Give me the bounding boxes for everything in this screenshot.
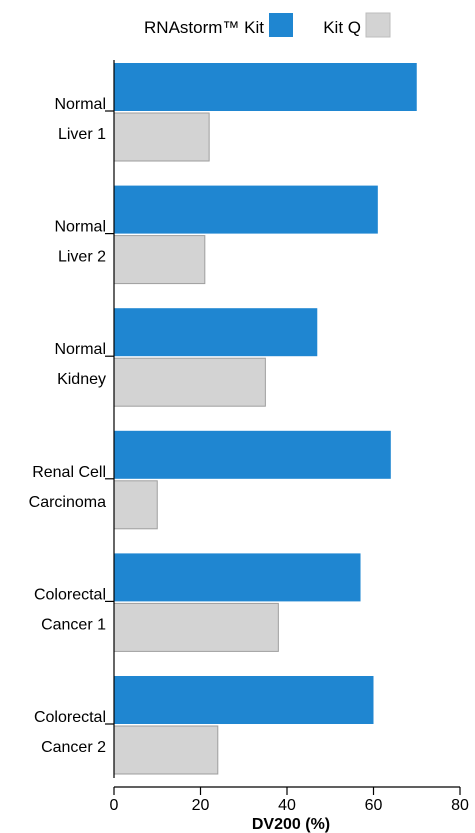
category-label-3-line-2: Kidney: [57, 371, 106, 388]
category-label-1-line-1: Normal: [54, 96, 106, 113]
bar-kit-q-5: [113, 602, 279, 652]
category-label-5-line-2: Cancer 1: [41, 616, 106, 633]
category-label-6-line-2: Cancer 2: [41, 739, 106, 756]
category-label-2-line-2: Liver 2: [58, 249, 106, 266]
bar-kit-q-1: [113, 112, 210, 162]
x-tick-label-60: 60: [365, 797, 383, 814]
legend-label-kit-q: Kit Q: [323, 18, 361, 37]
bar-rnastorm-2: [114, 185, 378, 234]
category-label-3-line-1: Normal: [54, 341, 106, 358]
x-tick-label-0: 0: [110, 797, 119, 814]
legend: RNAstorm™ Kit Kit Q: [144, 12, 391, 38]
bar-rnastorm-6: [114, 676, 374, 724]
legend-swatch-kit-q: [365, 12, 391, 38]
category-label-5-line-1: Colorectal: [34, 586, 106, 603]
bar-rnastorm-1: [114, 63, 417, 111]
bar-kit-q-6: [113, 725, 219, 775]
category-label-4-line-2: Carcinoma: [29, 494, 106, 511]
bar-rnastorm-3: [114, 308, 318, 357]
x-tick-label-40: 40: [278, 797, 296, 814]
bar-rnastorm-5: [114, 553, 361, 602]
legend-label-rnastorm: RNAstorm™ Kit: [144, 18, 264, 37]
bar-kit-q-2: [113, 235, 206, 285]
category-label-6-line-1: Colorectal: [34, 709, 106, 726]
x-tick-label-20: 20: [192, 797, 210, 814]
x-axis-title: DV200 (%): [252, 816, 330, 833]
x-tick-label-80: 80: [451, 797, 469, 814]
legend-swatch-rnastorm: [269, 13, 293, 37]
category-label-1-line-2: Liver 1: [58, 126, 106, 143]
bar-kit-q-3: [113, 357, 266, 407]
plot-area: Normal Liver 1 Normal Liver 2 Normal Kidney Re…: [29, 60, 469, 814]
bar-kit-q-4: [113, 480, 158, 530]
category-label-2-line-1: Normal: [54, 219, 106, 236]
category-label-4-line-1: Renal Cell: [32, 464, 106, 481]
bar-rnastorm-4: [114, 430, 391, 479]
